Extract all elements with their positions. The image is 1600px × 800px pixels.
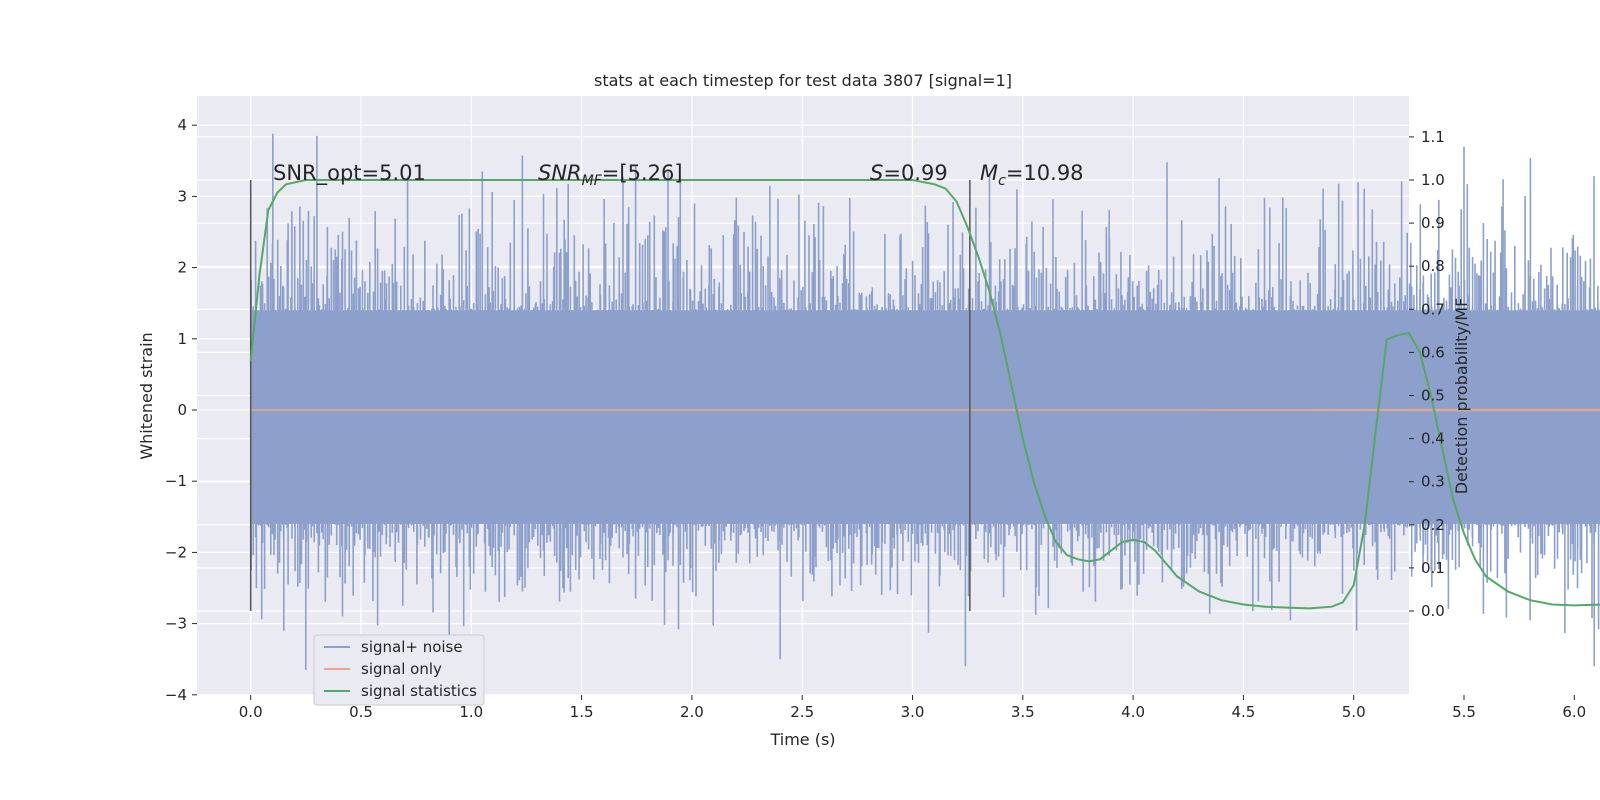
- x-tick-label: 2.0: [680, 703, 704, 721]
- signal-only-series: [250, 408, 1600, 412]
- s-value: =0.99: [883, 161, 947, 185]
- annotation-mc: Mc=10.98: [980, 161, 1084, 189]
- mc-sub: c: [998, 173, 1006, 189]
- y-tick-label: 1: [177, 330, 187, 348]
- signal-noise-series: [250, 133, 1600, 670]
- annotation-snr-opt: SNR_opt=5.01: [273, 161, 426, 186]
- legend: signal+ noise signal only signal statist…: [313, 634, 485, 706]
- x-axis-label: Time (s): [769, 730, 835, 749]
- marker-lines: [249, 180, 971, 611]
- y2-tick-label: 0.6: [1421, 343, 1445, 361]
- y2-tick-label: 0.1: [1421, 559, 1445, 577]
- s-symbol: S: [870, 161, 883, 185]
- x-tick-label: 4.0: [1121, 703, 1145, 721]
- snr-mf-sub: MF: [582, 173, 603, 189]
- snr-mf-base: SNR: [538, 161, 582, 185]
- signal-only-envelope: [250, 408, 1600, 412]
- signal-statistics-series: [249, 179, 1600, 610]
- mc-value: =10.98: [1006, 161, 1084, 185]
- y-axis-label: Whitened strain: [137, 332, 156, 459]
- x-tick-label: 0.0: [239, 703, 263, 721]
- y2-tick-label: 1.0: [1421, 171, 1445, 189]
- legend-box: [313, 634, 485, 706]
- x-tick-label: 5.0: [1342, 703, 1366, 721]
- y-tick-label: −4: [165, 686, 187, 704]
- x-tick-label: 0.5: [349, 703, 373, 721]
- x-tick-label: 4.5: [1231, 703, 1255, 721]
- y-tick-label: 4: [177, 116, 187, 134]
- legend-label-noise: signal+ noise: [361, 638, 463, 656]
- signal-statistics-line: [249, 179, 1600, 610]
- y-tick-label: −2: [165, 543, 187, 561]
- y-tick-label: 3: [177, 187, 187, 205]
- mc-symbol: M: [980, 161, 998, 185]
- x-tick-label: 3.5: [1011, 703, 1035, 721]
- annotation-s: S=0.99: [870, 161, 948, 185]
- y2-tick-label: 0.0: [1421, 602, 1445, 620]
- x-tick-label: 3.0: [901, 703, 925, 721]
- y2-tick-label: 0.4: [1421, 430, 1445, 448]
- x-tick-label: 1.0: [459, 703, 483, 721]
- y2-tick-label: 0.7: [1421, 300, 1445, 318]
- annotation-snr-mf: SNRMF=[5.26]: [538, 161, 683, 189]
- y2-tick-label: 0.8: [1421, 257, 1445, 275]
- chart-title: stats at each timestep for test data 380…: [594, 71, 1012, 90]
- y2-ticks: 1.1 1.0 0.9 0.8 0.7 0.6 0.5 0.4 0.3 0.2 0.1 0.0: [1409, 128, 1445, 620]
- y-ticks: 4 3 2 1 0 −1 −2 −3 −4: [165, 116, 197, 704]
- legend-label-signal: signal only: [361, 660, 442, 678]
- y-tick-label: 0: [177, 401, 187, 419]
- legend-label-statistics: signal statistics: [361, 682, 477, 700]
- y2-tick-label: 0.9: [1421, 214, 1445, 232]
- x-tick-label: 6.0: [1562, 703, 1586, 721]
- x-tick-label: 5.5: [1452, 703, 1476, 721]
- x-tick-label: 1.5: [570, 703, 594, 721]
- y-tick-label: −1: [165, 472, 187, 490]
- y2-tick-label: 1.1: [1421, 128, 1445, 146]
- y2-tick-label: 0.5: [1421, 387, 1445, 405]
- snr-mf-value: =[5.26]: [602, 161, 683, 185]
- y-tick-label: −3: [165, 615, 187, 633]
- x-ticks: 0.00.51.01.52.02.53.03.54.04.55.05.56.06…: [239, 695, 1586, 721]
- y2-tick-label: 0.3: [1421, 473, 1445, 491]
- y-tick-label: 2: [177, 259, 187, 277]
- x-tick-label: 2.5: [790, 703, 814, 721]
- y2-tick-label: 0.2: [1421, 516, 1445, 534]
- y2-axis-label: Detection probability/MF: [1452, 298, 1471, 495]
